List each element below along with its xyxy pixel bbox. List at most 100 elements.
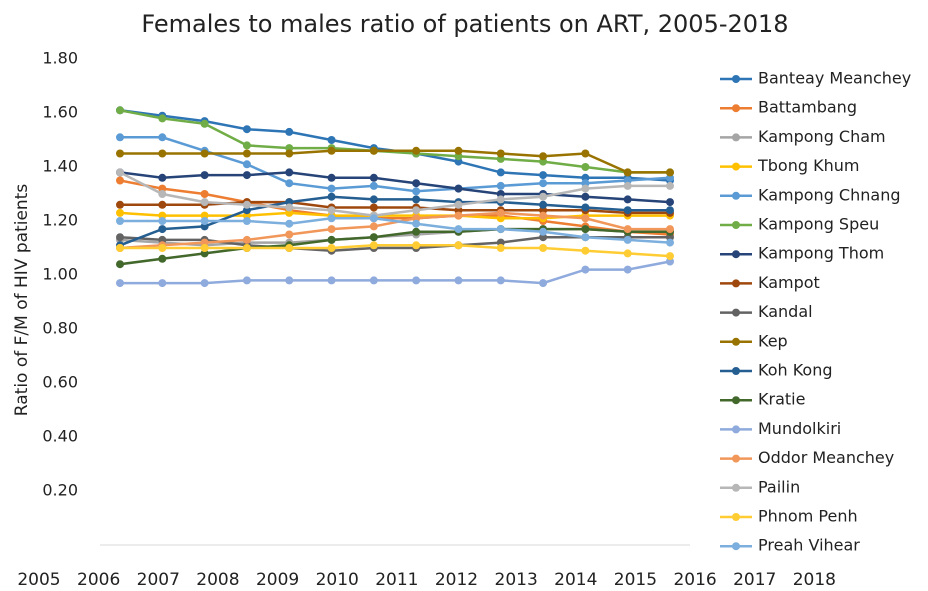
data-point (581, 214, 590, 223)
legend-marker (732, 308, 740, 317)
data-point (369, 276, 378, 285)
data-point (539, 227, 548, 236)
series-line (119, 109, 670, 174)
series-line (119, 211, 670, 220)
series-line (120, 200, 670, 215)
data-point (623, 225, 632, 234)
data-point (158, 217, 167, 225)
data-point (285, 276, 294, 285)
y-tick-label: 0.20 (42, 481, 78, 500)
data-point (623, 265, 632, 274)
data-point (242, 276, 251, 285)
y-tick-label: 1.80 (42, 49, 78, 68)
data-point (116, 200, 124, 209)
series-line (119, 171, 670, 217)
data-point (539, 171, 548, 180)
data-point (581, 203, 590, 212)
data-point (454, 276, 463, 285)
data-point (242, 125, 251, 134)
x-tick-label: 2016 (673, 570, 716, 590)
x-tick-label: 2012 (435, 570, 478, 590)
y-tick-label: 1.40 (42, 157, 78, 176)
chart-title: Females to males ratio of patients on AR… (141, 10, 788, 38)
data-point (412, 227, 421, 236)
data-point (116, 133, 124, 142)
legend-label: Kampong Chnang (758, 185, 900, 204)
data-point (327, 184, 336, 193)
legend-label: Pailin (758, 477, 800, 496)
data-point (666, 168, 674, 177)
data-point (327, 173, 336, 182)
data-point (285, 168, 294, 177)
data-point (581, 149, 590, 158)
y-tick-label: 1.20 (42, 211, 78, 230)
data-point (285, 203, 294, 212)
data-point (496, 244, 505, 252)
data-point (200, 190, 209, 198)
legend-label: Kratie (758, 390, 805, 409)
data-point (454, 146, 463, 155)
data-point (327, 146, 336, 155)
y-tick-label: 0.40 (42, 427, 78, 446)
data-point (539, 192, 548, 201)
data-point (242, 171, 251, 180)
series-line (120, 149, 670, 174)
legend-label: Kampot (758, 273, 820, 292)
legend-marker (732, 513, 740, 521)
legend-label: Koh Kong (758, 361, 833, 380)
data-point (581, 225, 590, 234)
x-tick-label: 2011 (375, 570, 418, 590)
data-point (369, 203, 378, 212)
legend-marker (732, 133, 740, 142)
x-tick-label: 2018 (793, 570, 836, 590)
data-point (285, 149, 294, 158)
data-point (496, 168, 505, 177)
data-point (116, 149, 124, 158)
series-line (119, 227, 670, 266)
data-point (200, 217, 209, 225)
legend-marker (732, 162, 740, 171)
data-point (539, 200, 548, 209)
legend-label: Phnom Penh (758, 507, 858, 526)
data-point (116, 260, 124, 269)
data-point (285, 219, 294, 228)
series-line (120, 244, 671, 258)
data-point (327, 225, 336, 234)
data-point (412, 179, 421, 188)
data-point (412, 195, 421, 204)
data-point (242, 141, 251, 150)
y-axis-label: Ratio of F/M of HIV patients (12, 184, 32, 417)
legend-label: Banteay Meanchey (758, 69, 911, 88)
data-point (496, 149, 505, 158)
data-point (327, 244, 336, 252)
data-point (496, 195, 505, 204)
x-tick-label: 2005 (17, 570, 60, 590)
legend-marker (732, 542, 740, 551)
data-point (327, 192, 336, 201)
data-point (116, 168, 124, 177)
data-point (539, 152, 548, 161)
legend-marker (732, 396, 740, 405)
data-point (327, 214, 336, 223)
legend-label: Kampong Thom (758, 244, 884, 263)
data-point (369, 233, 378, 242)
data-point (666, 252, 674, 261)
data-point (116, 279, 124, 288)
data-point (369, 181, 378, 190)
x-tick-label: 2013 (495, 570, 538, 590)
data-point (116, 233, 124, 242)
data-point (454, 200, 463, 209)
data-point (158, 200, 167, 209)
data-point (242, 244, 251, 252)
x-tick-label: 2007 (137, 570, 180, 590)
data-point (200, 198, 209, 207)
data-point (116, 176, 124, 185)
data-point (454, 241, 463, 250)
data-point (369, 173, 378, 182)
x-tick-label: 2010 (316, 570, 359, 590)
data-point (666, 206, 674, 215)
data-point (412, 187, 421, 196)
data-point (158, 114, 167, 123)
series-line (119, 179, 671, 236)
